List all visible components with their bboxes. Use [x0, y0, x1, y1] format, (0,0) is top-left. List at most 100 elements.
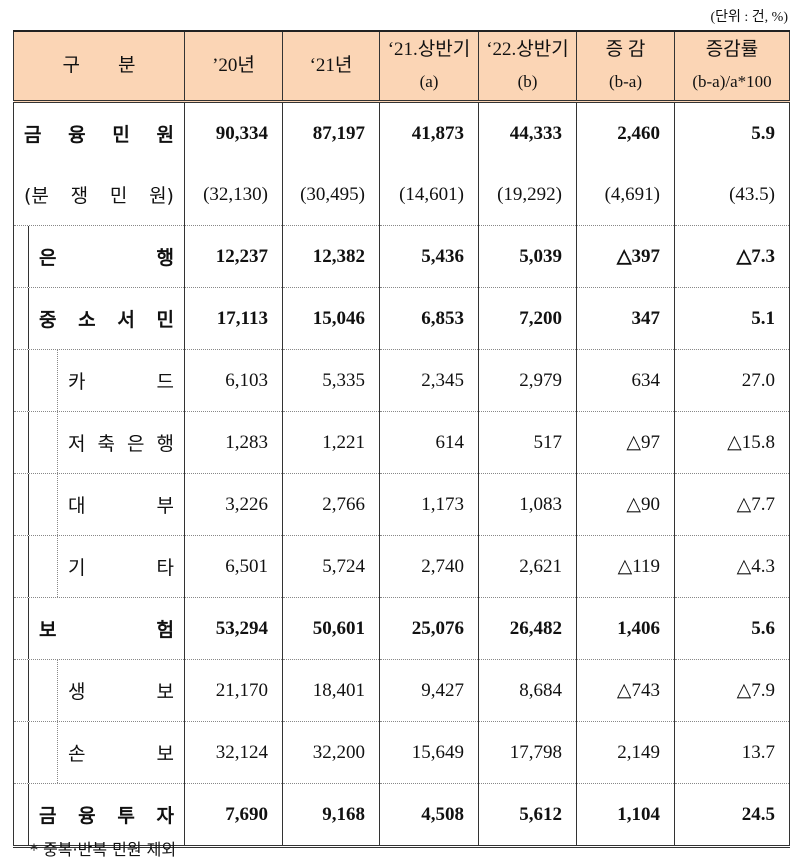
cell-value: 25,076 — [379, 597, 479, 660]
column-header: ‘22.상반기 (b) — [478, 30, 577, 103]
label-char: 은 — [39, 247, 57, 269]
cell-value: (32,130) — [184, 164, 283, 226]
cell-value: △7.3 — [674, 225, 790, 288]
cell-value: 15,046 — [282, 287, 380, 350]
label-char: 타 — [156, 557, 174, 579]
table-row: 저 축 은 행 1,283 1,221 614 517 △97 △15.8 — [13, 411, 790, 474]
label-char: 보 — [156, 681, 174, 703]
label-char: 저 — [68, 433, 86, 455]
table-row: 중 소 서 민 17,113 15,046 6,853 7,200 347 5.1 — [13, 287, 790, 350]
cell-value: 5,039 — [478, 225, 577, 288]
cell-value: 2,460 — [576, 101, 675, 164]
label-char: 민 — [112, 124, 130, 146]
header-line: ‘22.상반기 — [486, 39, 569, 60]
complaints-table: 구 분 ’20년 ‘21년 ‘21.상반기 (a) ‘22.상반기 (b) 증 감 (b-a) 증… — [13, 30, 790, 848]
header-subline: (a) — [419, 72, 439, 91]
cell-value: △119 — [576, 535, 675, 598]
cell-value: 32,200 — [282, 721, 380, 784]
cell-value: 12,237 — [184, 225, 283, 288]
cell-value: 5.6 — [674, 597, 790, 660]
label-char: 카 — [68, 371, 86, 393]
cell-value: △743 — [576, 659, 675, 722]
cell-value: 1,104 — [576, 783, 675, 848]
label-char: 보 — [156, 743, 174, 765]
label-char: 부 — [156, 495, 174, 517]
label-char: 보 — [39, 619, 57, 641]
cell-value: (30,495) — [282, 164, 380, 226]
cell-value: 5,436 — [379, 225, 479, 288]
cell-value: 347 — [576, 287, 675, 350]
label-char: 행 — [156, 433, 174, 455]
cell-value: 1,173 — [379, 473, 479, 536]
cell-value: 26,482 — [478, 597, 577, 660]
column-header: 구 분 — [13, 30, 185, 103]
label-char: 대 — [68, 495, 86, 517]
label-char: 행 — [156, 247, 174, 269]
cell-value: 17,113 — [184, 287, 283, 350]
table-row: 기 타 6,501 5,724 2,740 2,621 △119 △4.3 — [13, 535, 790, 598]
cell-value: 21,170 — [184, 659, 283, 722]
label-char: 소 — [78, 309, 96, 331]
cell-value: 3,226 — [184, 473, 283, 536]
cell-value: △90 — [576, 473, 675, 536]
cell-value: △97 — [576, 411, 675, 474]
header-line: ‘21년 — [309, 55, 353, 76]
header-subline: (b-a)/a*100 — [692, 72, 772, 91]
cell-value: 53,294 — [184, 597, 283, 660]
header-line: ‘21.상반기 — [387, 39, 471, 60]
cell-value: 6,853 — [379, 287, 479, 350]
table-row: (분 쟁 민 원) (32,130) (30,495) (14,601) (19,292) (4… — [13, 164, 790, 226]
label-char: 험 — [156, 619, 174, 641]
cell-value: 4,508 — [379, 783, 479, 848]
cell-value: 5.9 — [674, 101, 790, 164]
cell-value: 32,124 — [184, 721, 283, 784]
cell-value: 6,501 — [184, 535, 283, 598]
cell-value: 2,149 — [576, 721, 675, 784]
cell-value: 5,612 — [478, 783, 577, 848]
table-row: 은 행 12,237 12,382 5,436 5,039 △397 △7.3 — [13, 225, 790, 288]
header-subline: (b) — [517, 72, 538, 91]
header-line: 증 감 — [605, 39, 646, 60]
cell-value: 5.1 — [674, 287, 790, 350]
cell-value: 44,333 — [478, 101, 577, 164]
cell-value: 2,345 — [379, 349, 479, 412]
column-header: ’20년 — [184, 30, 283, 103]
label-char: 투 — [117, 805, 135, 827]
cell-value: △7.9 — [674, 659, 790, 722]
cell-value: △7.7 — [674, 473, 790, 536]
label-char: 민 — [156, 309, 174, 331]
label-char: 서 — [117, 309, 135, 331]
cell-value: 15,649 — [379, 721, 479, 784]
cell-value: 1,283 — [184, 411, 283, 474]
cell-value: 614 — [379, 411, 479, 474]
cell-value: 2,740 — [379, 535, 479, 598]
cell-value: 1,221 — [282, 411, 380, 474]
column-header: ‘21년 — [282, 30, 380, 103]
label-char: (분 — [24, 185, 49, 207]
cell-value: 634 — [576, 349, 675, 412]
cell-value: 2,621 — [478, 535, 577, 598]
header-line: ’20년 — [212, 55, 255, 76]
cell-value: (4,691) — [576, 164, 675, 226]
table-row: 생 보 21,170 18,401 9,427 8,684 △743 △7.9 — [13, 659, 790, 722]
cell-value: 9,168 — [282, 783, 380, 848]
label-char: 민 — [109, 185, 128, 207]
cell-value: △15.8 — [674, 411, 790, 474]
cell-value: 8,684 — [478, 659, 577, 722]
table-row: 보 험 53,294 50,601 25,076 26,482 1,406 5.6 — [13, 597, 790, 660]
cell-value: 87,197 — [282, 101, 380, 164]
label-char: 손 — [68, 743, 86, 765]
label-char: 기 — [68, 557, 86, 579]
column-header: ‘21.상반기 (a) — [379, 30, 479, 103]
cell-value: 27.0 — [674, 349, 790, 412]
table-row: 금 융 투 자 7,690 9,168 4,508 5,612 1,104 24.5 — [13, 783, 790, 848]
